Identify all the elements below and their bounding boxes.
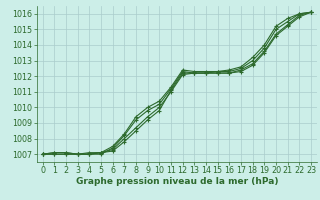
X-axis label: Graphe pression niveau de la mer (hPa): Graphe pression niveau de la mer (hPa) — [76, 177, 278, 186]
